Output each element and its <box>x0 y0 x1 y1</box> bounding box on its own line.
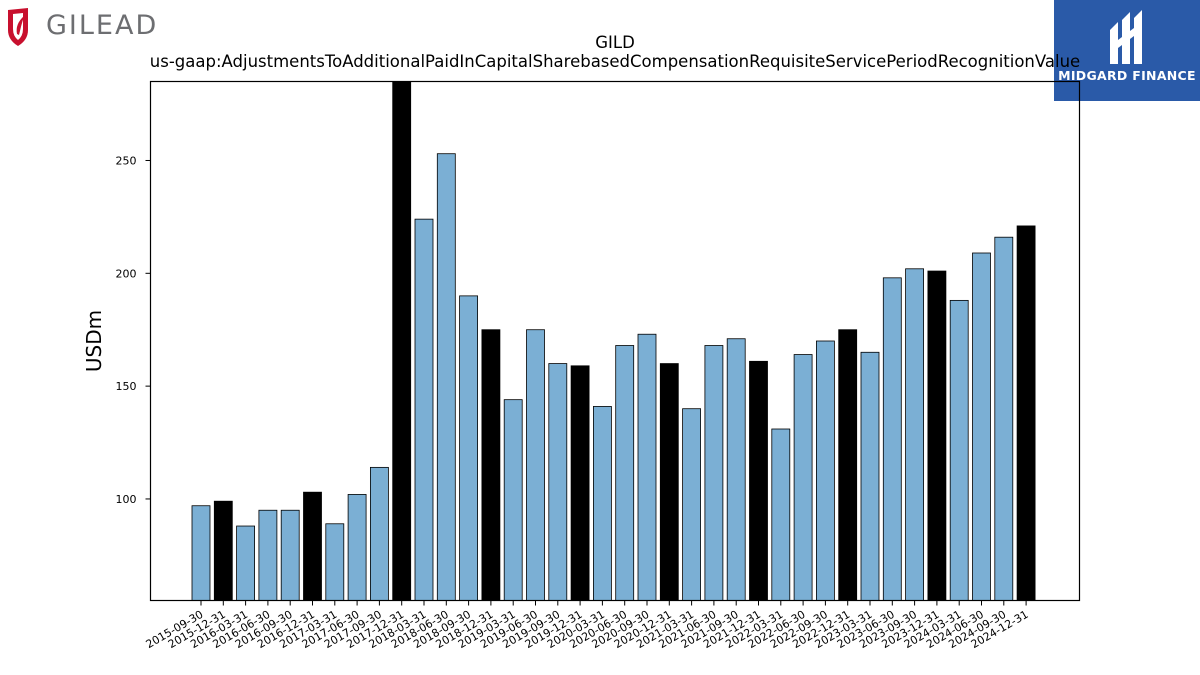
chart-subtitle: us-gaap:AdjustmentsToAdditionalPaidInCap… <box>149 52 1081 71</box>
bar-2021-03-31 <box>682 408 701 601</box>
y-tick-label: 250 <box>116 154 137 167</box>
bar-2019-09-30 <box>548 363 568 601</box>
bar-2021-09-30 <box>726 338 746 601</box>
bar-2024-06-30 <box>972 252 991 601</box>
y-tick-label: 100 <box>116 493 137 506</box>
bar-2017-12-31 <box>392 81 412 601</box>
bar-2023-09-30 <box>905 268 924 601</box>
bar-2022-09-30 <box>816 340 835 601</box>
bar-2018-03-31 <box>414 218 434 601</box>
y-axis-label: USDm <box>82 310 106 372</box>
bar-2019-03-31 <box>503 399 523 601</box>
midgard-logo-text: MIDGARD FINANCE <box>1058 68 1196 83</box>
bar-2017-03-31 <box>325 523 345 601</box>
gilead-logo: GILEAD <box>4 4 164 48</box>
bar-2016-03-31 <box>236 525 256 601</box>
bar-2023-03-31 <box>860 351 880 601</box>
x-axis: 2015-09-302015-12-312016-03-312016-06-30… <box>144 600 1031 651</box>
bar-2015-09-30 <box>191 505 211 601</box>
bar-2018-06-30 <box>436 153 456 601</box>
bar-2020-09-30 <box>637 333 657 601</box>
bar-2016-06-30 <box>258 509 278 601</box>
bar-2020-12-31 <box>659 363 679 601</box>
bar-2020-03-31 <box>593 406 612 601</box>
bar-2023-12-31 <box>927 270 947 601</box>
bar-2021-06-30 <box>704 345 724 601</box>
bar-2018-12-31 <box>481 329 501 601</box>
bar-2019-12-31 <box>570 365 590 601</box>
y-tick-label: 150 <box>116 380 137 393</box>
bar-2019-06-30 <box>526 329 545 601</box>
bar-2021-12-31 <box>749 360 768 601</box>
bar-2017-06-30 <box>347 494 367 601</box>
bar-2015-12-31 <box>213 500 233 601</box>
midgard-logo-icon <box>1110 10 1142 64</box>
bar-2017-09-30 <box>369 466 389 601</box>
chart-title: GILD <box>595 33 635 52</box>
bar-2020-06-30 <box>615 345 635 601</box>
bar-2016-12-31 <box>303 491 322 601</box>
bar-2024-09-30 <box>994 236 1014 601</box>
bar-2022-03-31 <box>771 428 791 601</box>
bar-2023-06-30 <box>882 277 902 601</box>
bar-2016-09-30 <box>280 509 300 601</box>
bars-group <box>191 81 1036 601</box>
midgard-finance-logo: MIDGARD FINANCE <box>1054 0 1200 101</box>
y-axis: 100 150 200 250 <box>116 154 151 506</box>
bar-2022-06-30 <box>793 354 813 601</box>
y-tick-label: 200 <box>116 267 137 280</box>
bar-2024-12-31 <box>1016 225 1036 601</box>
gilead-logo-text: GILEAD <box>46 10 159 41</box>
bar-2018-09-30 <box>459 295 479 601</box>
gilead-logo-icon <box>8 8 28 46</box>
bar-2022-12-31 <box>838 329 858 601</box>
bar-2024-03-31 <box>949 299 969 601</box>
plot-frame <box>149 80 1081 602</box>
